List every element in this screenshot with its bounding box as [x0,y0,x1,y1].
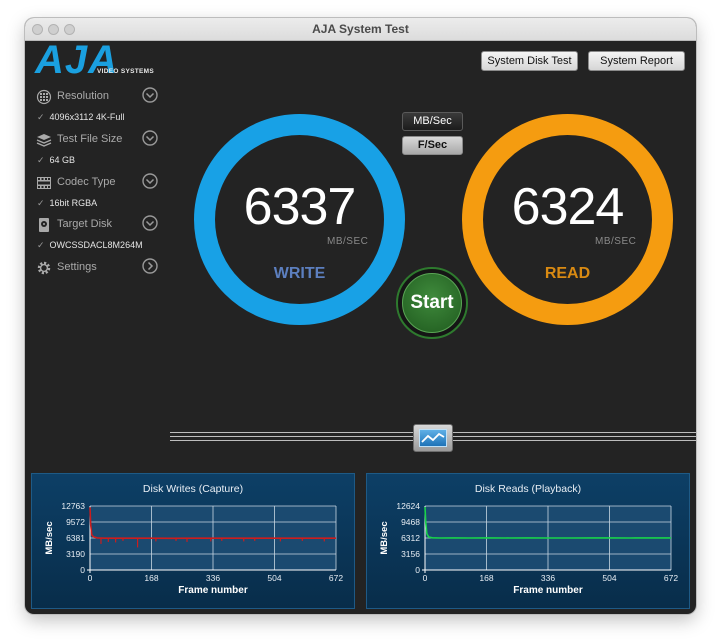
system-disk-test-button[interactable]: System Disk Test [481,51,578,71]
check-icon: ✓ [37,240,45,250]
unit-mbsec-button[interactable]: MB/Sec [402,112,463,131]
x-tick-label: 0 [423,573,428,583]
title-bar: AJA System Test [25,18,696,41]
x-tick-label: 504 [267,573,281,583]
window-title: AJA System Test [312,22,409,36]
chevron-down-icon[interactable] [142,215,158,231]
series-line [89,507,336,540]
resolution-value: ✓ 4096x3112 4K-Full [37,112,125,122]
y-axis-label: MB/sec [379,521,390,554]
test-file-size-value: ✓ 64 GB [37,155,76,165]
x-axis-label: Frame number [178,585,248,596]
y-tick-label: 12763 [61,501,85,511]
app-window: AJA System Test AJA VIDEO SYSTEMS System… [25,18,696,614]
x-tick-label: 336 [206,573,220,583]
sidebar-item-test-file-size[interactable]: Test File Size [36,130,176,150]
y-tick-label: 9468 [401,517,420,527]
x-tick-label: 168 [479,573,493,583]
sidebar-item-label: Test File Size [57,133,123,145]
sidebar-item-codec-type[interactable]: Codec Type [36,173,176,193]
chevron-down-icon[interactable] [142,173,158,189]
read-speed-gauge: 6324 MB/SEC READ [462,114,673,325]
read-speed-value: 6324 [511,178,625,236]
film-strip-icon [37,177,51,189]
write-speed-value: 6337 [243,178,357,236]
system-report-button[interactable]: System Report [588,51,685,71]
x-tick-label: 504 [602,573,616,583]
logo-subtitle: VIDEO SYSTEMS [97,68,154,75]
aja-logo: AJA [35,38,119,82]
y-axis-label: MB/sec [44,521,55,554]
x-tick-label: 168 [144,573,158,583]
line-graph-icon [419,429,447,447]
close-window-button[interactable] [32,24,43,35]
codec-type-value: ✓ 16bit RGBA [37,198,98,208]
disk-writes-title: Disk Writes (Capture) [142,483,244,495]
sidebar-item-label: Resolution [57,90,109,102]
check-icon: ✓ [37,155,45,165]
x-axis-label: Frame number [513,585,583,596]
read-speed-unit: MB/SEC [595,236,637,247]
disk-writes-panel: Disk Writes (Capture) 0 3190 6381 9572 12763… [31,473,355,609]
chevron-down-icon[interactable] [142,130,158,146]
check-icon: ✓ [37,112,45,122]
series-line [424,507,671,539]
zoom-window-button[interactable] [64,24,75,35]
x-tick-label: 0 [88,573,93,583]
disk-reads-title: Disk Reads (Playback) [474,483,582,495]
disk-reads-chart: 0 3156 6312 9468 12624 0 168 336 504 672 Frame num… [379,501,678,596]
sidebar-item-target-disk[interactable]: Target Disk [36,215,176,235]
x-tick-label: 672 [329,573,343,583]
minimize-window-button[interactable] [48,24,59,35]
unit-fsec-button[interactable]: F/Sec [402,136,463,155]
start-button-label: Start [402,273,462,333]
y-tick-label: 0 [80,565,85,575]
chevron-right-icon[interactable] [142,258,158,274]
sidebar-item-label: Settings [57,261,97,273]
write-speed-gauge: 6337 MB/SEC WRITE [194,114,405,325]
disk-icon [39,218,49,232]
resolution-icon [36,89,52,105]
sidebar-item-resolution[interactable]: Resolution [36,87,176,107]
y-tick-label: 6381 [66,533,85,543]
y-tick-label: 9572 [66,517,85,527]
check-icon: ✓ [37,198,45,208]
sidebar-item-settings[interactable]: Settings [36,258,176,278]
y-tick-label: 3156 [401,549,420,559]
graph-toggle-button[interactable] [413,424,453,452]
read-label: READ [544,265,591,282]
y-tick-label: 3190 [66,549,85,559]
write-speed-unit: MB/SEC [327,236,369,247]
sidebar-item-label: Target Disk [57,218,113,230]
disk-writes-chart: 0 3190 6381 9572 12763 0 168 336 504 672 Frame num… [44,501,343,596]
y-tick-label: 12624 [396,501,420,511]
y-tick-label: 0 [415,565,420,575]
x-tick-label: 672 [664,573,678,583]
file-stack-icon [36,134,52,147]
sidebar-item-label: Codec Type [57,176,116,188]
y-tick-label: 6312 [401,533,420,543]
disk-reads-panel: Disk Reads (Playback) 0 3156 6312 9468 12624… [366,473,690,609]
gear-icon [37,261,51,275]
chevron-down-icon[interactable] [142,87,158,103]
x-tick-label: 336 [541,573,555,583]
target-disk-value: ✓ OWCSSDACL8M264M [37,240,143,250]
start-button[interactable]: Start [396,267,468,339]
write-label: WRITE [273,265,326,282]
